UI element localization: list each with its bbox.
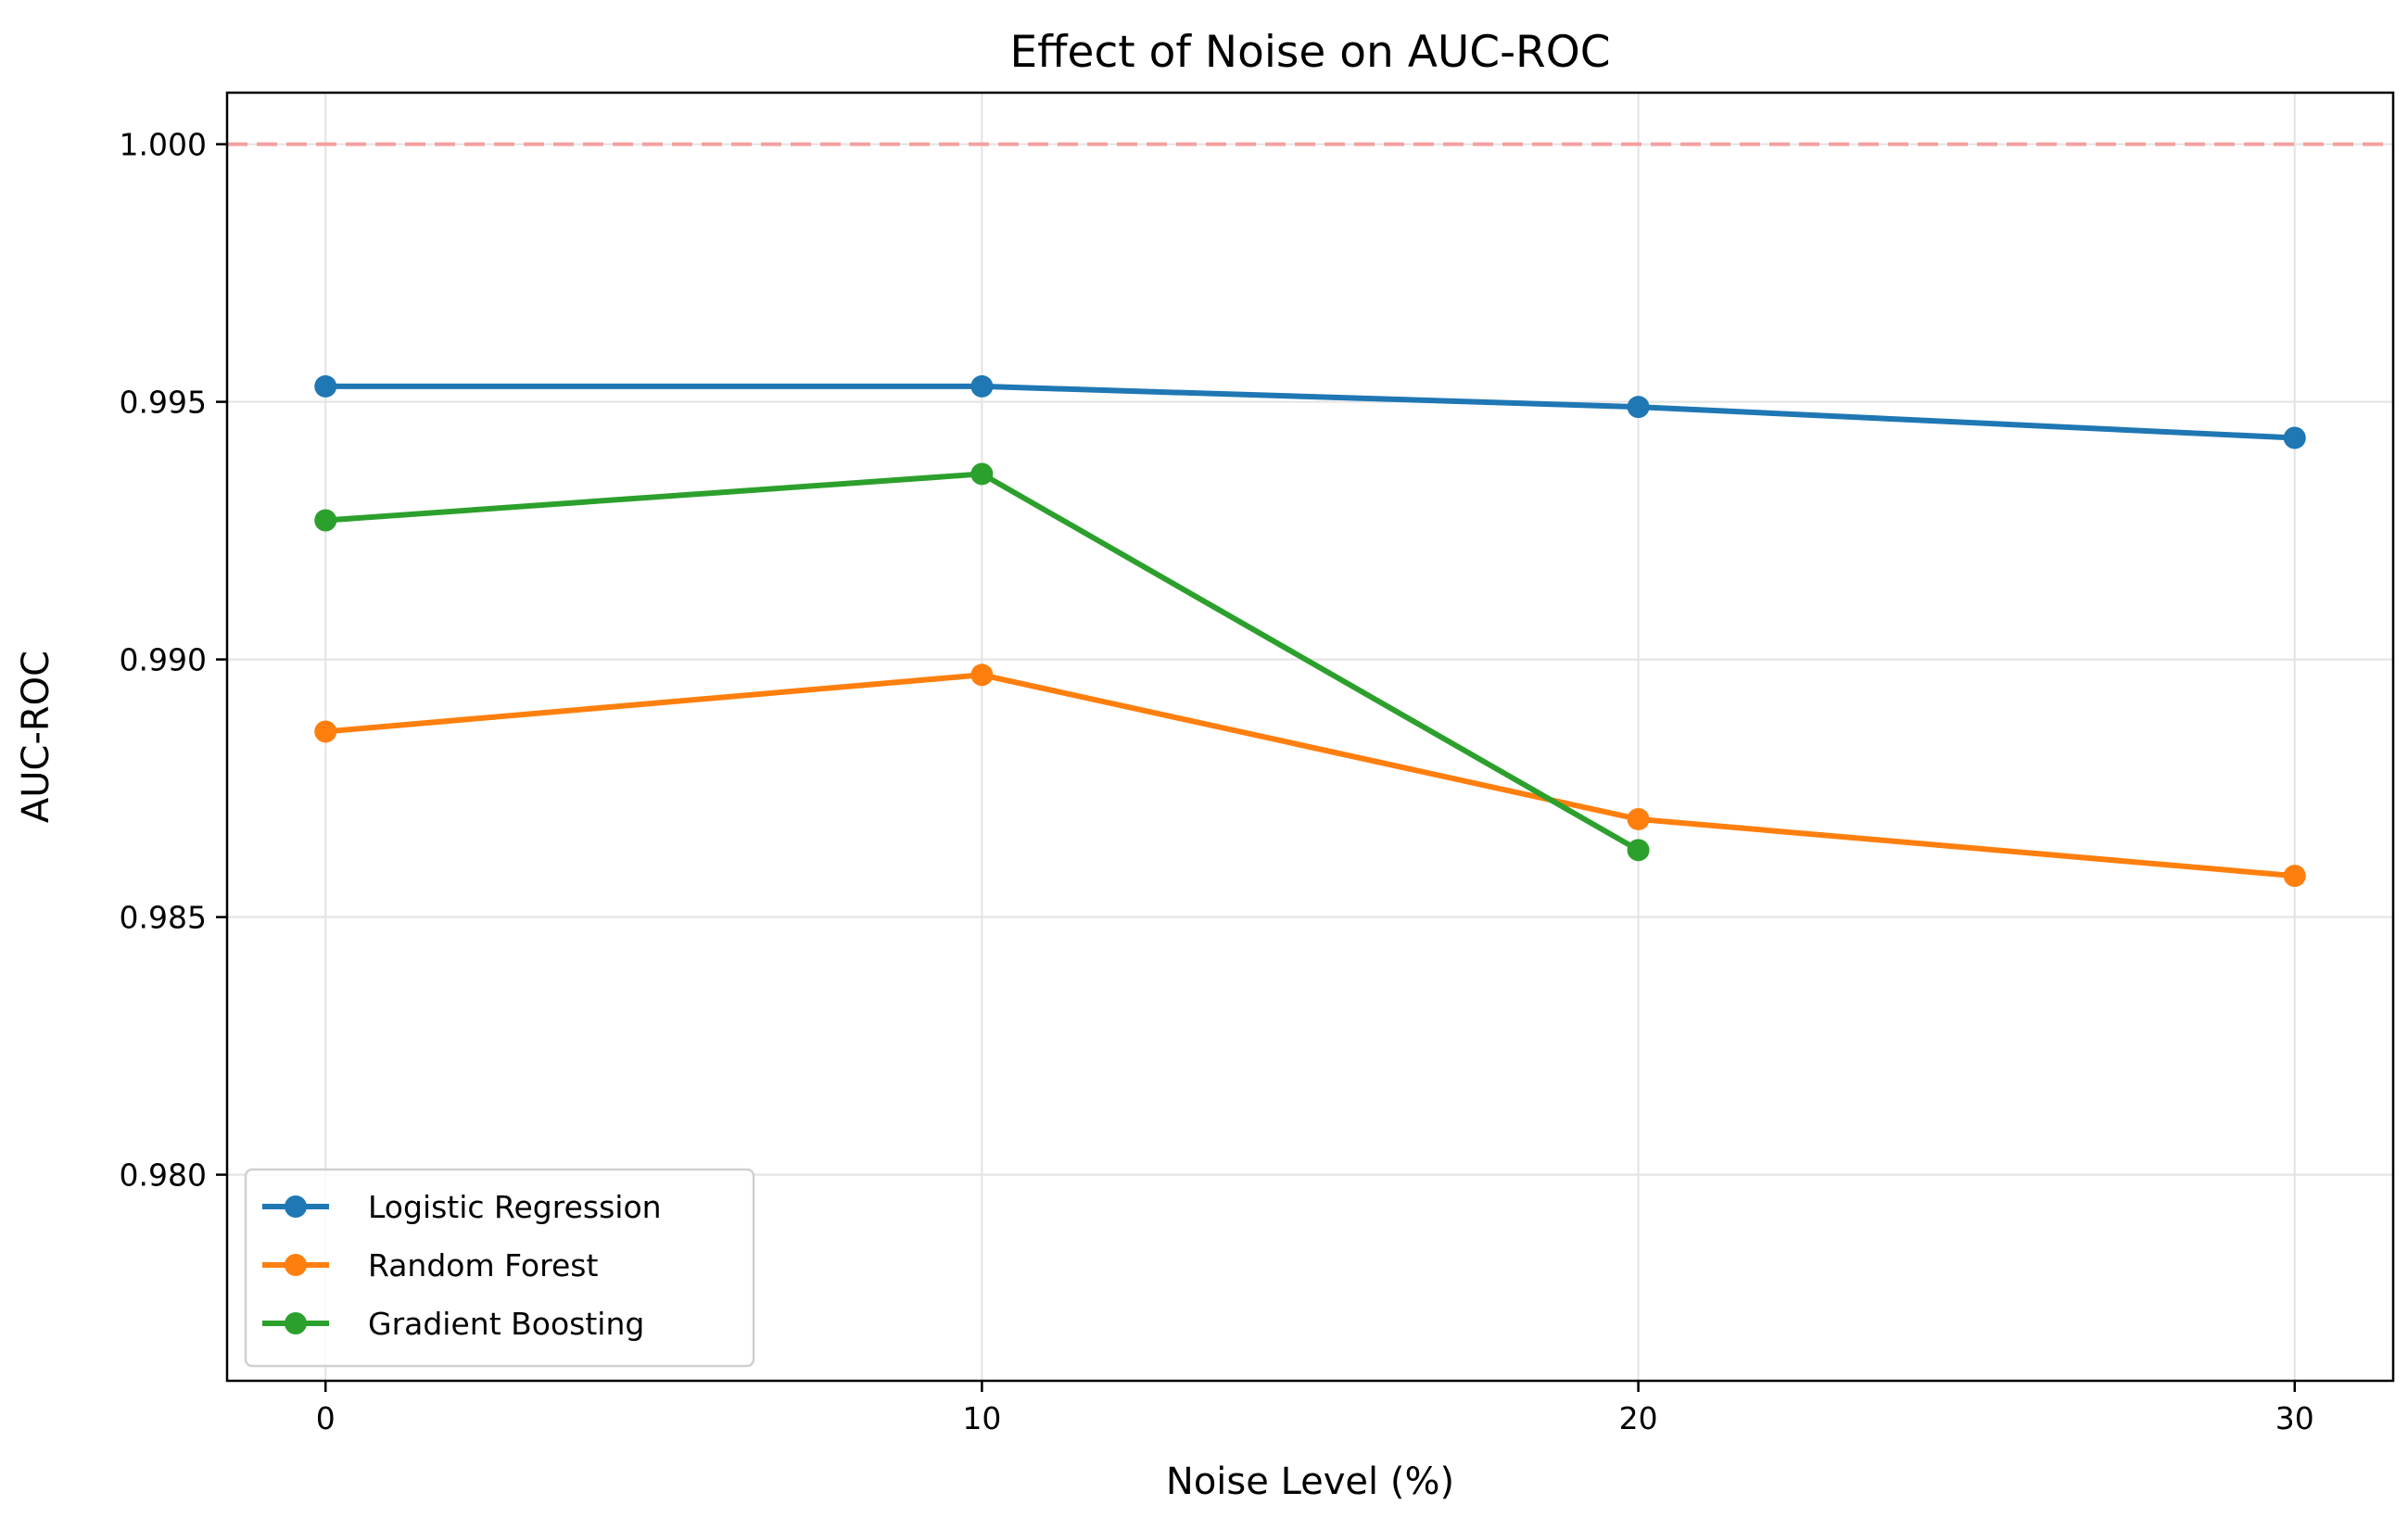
data-point-logistic-regression (2283, 426, 2306, 449)
legend-marker-logistic-regression (285, 1195, 307, 1218)
x-tick-label: 0 (316, 1400, 336, 1436)
legend-box (244, 1168, 755, 1368)
data-point-logistic-regression (1627, 396, 1650, 419)
y-axis-title: AUC-ROC (15, 651, 57, 823)
y-tick-label: 0.995 (120, 385, 207, 421)
data-point-gradient-boosting (970, 462, 994, 486)
x-tick-label: 30 (2275, 1400, 2314, 1436)
series-line-random-forest (324, 672, 2296, 879)
legend-marker-gradient-boosting (285, 1312, 307, 1334)
series-layer (314, 374, 2306, 888)
x-tick-label: 10 (962, 1400, 1001, 1436)
y-tick-label: 0.985 (120, 900, 207, 936)
data-point-gradient-boosting (314, 509, 337, 532)
data-point-random-forest (2283, 865, 2306, 888)
axis-ticks: 0 10 20 30 0.980 0.985 0.990 0.995 1.000 (120, 127, 2314, 1436)
series-line-logistic-regression (325, 383, 2295, 441)
legend: Logistic Regression Random Forest Gradient… (244, 1168, 755, 1368)
legend-label-logistic-regression: Logistic Regression (368, 1189, 662, 1225)
y-tick-label: 0.980 (120, 1157, 207, 1194)
data-point-logistic-regression (314, 374, 337, 398)
legend-label-random-forest: Random Forest (368, 1247, 598, 1283)
y-tick-label: 0.990 (120, 642, 207, 678)
chart-title: Effect of Noise on AUC-ROC (1009, 27, 1610, 78)
legend-label-gradient-boosting: Gradient Boosting (368, 1306, 644, 1342)
x-tick-label: 20 (1619, 1400, 1658, 1436)
data-point-logistic-regression (970, 374, 994, 398)
legend-marker-random-forest (285, 1254, 307, 1276)
data-point-random-forest (970, 664, 994, 687)
y-tick-label: 1.000 (120, 127, 207, 163)
data-point-random-forest (1627, 807, 1650, 830)
plot-area-frame (225, 91, 2395, 1383)
data-point-gradient-boosting (1627, 839, 1650, 862)
data-point-random-forest (314, 720, 337, 743)
x-axis-title: Noise Level (%) (1166, 1460, 1454, 1503)
